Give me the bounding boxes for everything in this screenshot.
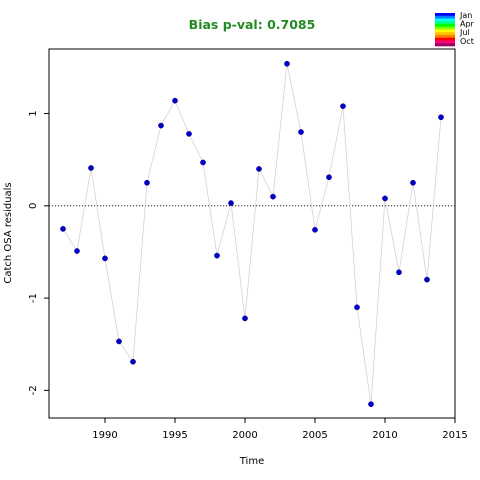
legend-label-jul: Jul xyxy=(459,28,470,37)
y-tick-label-1: 1 xyxy=(28,110,39,116)
legend-color-4 xyxy=(435,24,455,28)
legend-label-jan: Jan xyxy=(459,11,472,20)
legend-label-oct: Oct xyxy=(460,37,474,46)
x-axis: 1990 1995 2000 2005 2010 2015 xyxy=(92,418,468,441)
y-tick-label--1: -1 xyxy=(28,293,39,303)
data-point-2004 xyxy=(298,129,304,135)
legend-label-apr: Apr xyxy=(460,20,475,29)
data-point-2002 xyxy=(270,193,276,200)
legend-color-8 xyxy=(435,35,455,39)
x-tick-label-2000: 2000 xyxy=(232,430,257,441)
data-point-1991 xyxy=(116,338,122,345)
data-point-2014 xyxy=(438,114,444,121)
legend-color-1 xyxy=(435,15,455,19)
x-tick-label-1990: 1990 xyxy=(92,430,117,441)
chart-title: Bias p-val: 0.7085 xyxy=(189,17,316,32)
legend-color-5 xyxy=(435,26,455,30)
data-point-1995 xyxy=(172,97,178,104)
data-point-1993 xyxy=(144,179,150,186)
legend-color-10 xyxy=(435,40,455,44)
y-axis: -2 -1 0 1 xyxy=(28,110,49,395)
legend-color-6 xyxy=(435,29,455,33)
x-tick-label-2015: 2015 xyxy=(442,430,467,441)
data-point-2011 xyxy=(396,269,402,276)
y-tick-label--2: -2 xyxy=(28,385,39,395)
x-tick-label-2005: 2005 xyxy=(302,430,327,441)
data-point-2012 xyxy=(410,179,416,186)
data-point-2003 xyxy=(284,60,290,67)
x-tick-label-2010: 2010 xyxy=(372,430,397,441)
data-point-2013 xyxy=(424,276,430,283)
legend-color-9 xyxy=(435,37,455,41)
data-point-2006 xyxy=(326,174,332,181)
residual-series xyxy=(60,60,444,408)
legend-color-2 xyxy=(435,18,455,22)
data-point-1999 xyxy=(228,200,234,206)
data-point-2007 xyxy=(340,103,346,110)
data-point-1998 xyxy=(214,252,220,259)
data-point-1990 xyxy=(102,255,108,262)
data-point-1987 xyxy=(60,226,66,232)
series-connecting-line xyxy=(62,63,442,405)
data-point-1996 xyxy=(186,131,192,137)
legend-color-11 xyxy=(435,43,455,47)
legend-color-0 xyxy=(435,13,455,17)
data-point-2009 xyxy=(368,401,374,408)
x-axis-label: Time xyxy=(239,456,264,467)
y-axis-label: Catch OSA residuals xyxy=(3,182,14,283)
legend-color-7 xyxy=(435,32,455,36)
data-point-2000 xyxy=(242,315,248,322)
plot-frame xyxy=(48,48,456,419)
data-point-1994 xyxy=(158,122,164,129)
data-point-2001 xyxy=(256,166,262,172)
x-tick-label-1995: 1995 xyxy=(162,430,187,441)
data-point-1997 xyxy=(200,159,206,166)
data-point-1988 xyxy=(74,248,80,254)
data-point-2008 xyxy=(354,304,360,311)
legend-color-3 xyxy=(435,21,455,25)
data-point-1992 xyxy=(130,358,136,365)
data-point-1989 xyxy=(88,165,94,171)
data-point-2005 xyxy=(312,226,318,233)
data-point-2010 xyxy=(382,195,388,202)
y-tick-label-0: 0 xyxy=(28,203,39,209)
